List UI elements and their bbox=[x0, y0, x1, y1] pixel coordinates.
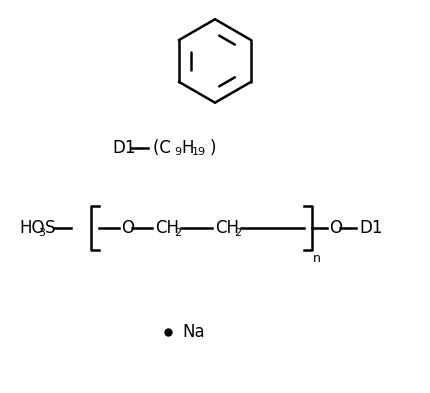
Text: CH: CH bbox=[215, 219, 239, 237]
Text: (C: (C bbox=[153, 140, 176, 157]
Text: 2: 2 bbox=[233, 228, 240, 238]
Text: n: n bbox=[313, 252, 320, 264]
Text: Na: Na bbox=[182, 323, 204, 341]
Text: H: H bbox=[181, 140, 194, 157]
Text: D1: D1 bbox=[113, 140, 136, 157]
Text: 2: 2 bbox=[174, 228, 181, 238]
Text: O: O bbox=[120, 219, 133, 237]
Text: 9: 9 bbox=[174, 147, 181, 157]
Text: CH: CH bbox=[155, 219, 179, 237]
Text: HO: HO bbox=[19, 219, 45, 237]
Text: D1: D1 bbox=[358, 219, 381, 237]
Text: ): ) bbox=[209, 140, 216, 157]
Text: S: S bbox=[45, 219, 55, 237]
Text: 3: 3 bbox=[38, 228, 45, 238]
Text: 19: 19 bbox=[192, 147, 206, 157]
Text: O: O bbox=[329, 219, 341, 237]
